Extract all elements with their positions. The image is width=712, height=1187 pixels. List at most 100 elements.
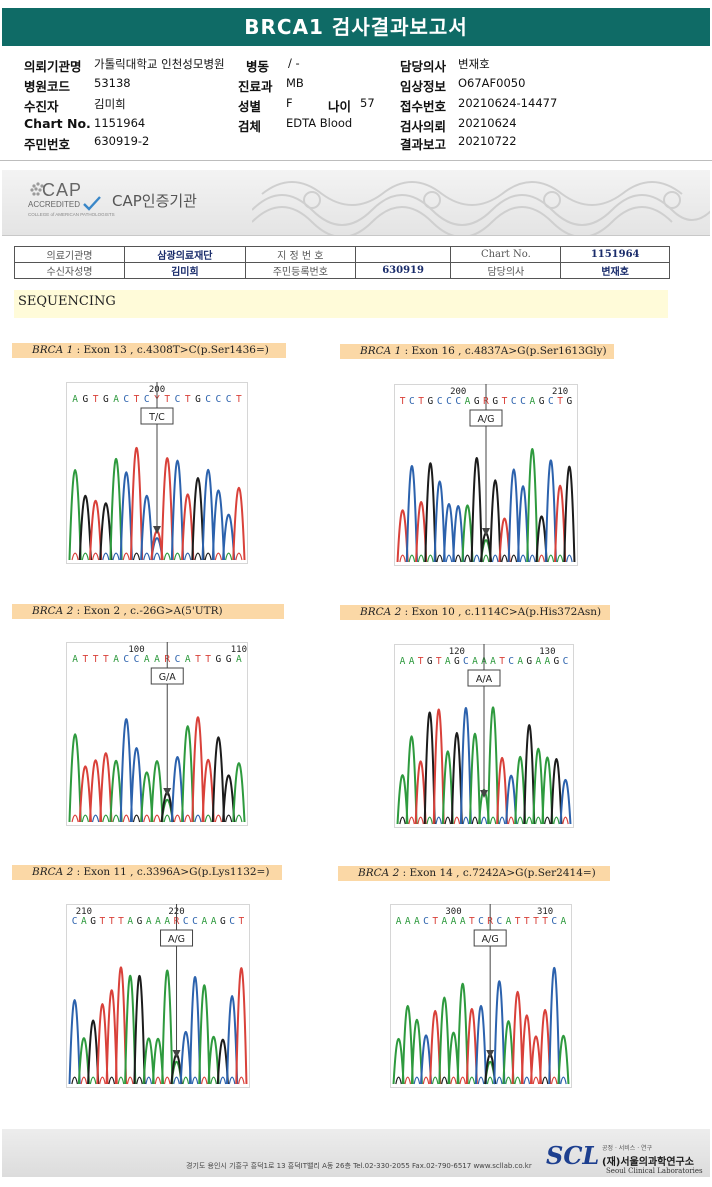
base-letter: C — [496, 916, 502, 927]
base-letter: A — [405, 916, 411, 927]
trace-peak — [539, 1009, 552, 1085]
trace-noise — [422, 1076, 430, 1085]
trace-noise — [566, 554, 573, 563]
trace-peak — [161, 969, 174, 1085]
base-letter: A — [465, 396, 471, 407]
info-key-ward: 병동 — [246, 59, 270, 74]
trace-noise — [219, 1076, 227, 1085]
base-letter: C — [205, 394, 211, 405]
trace-noise — [145, 1076, 153, 1085]
trace-noise — [194, 552, 202, 561]
base-letter: G — [492, 396, 498, 407]
trace-peak — [452, 505, 465, 563]
trace-peak — [68, 998, 81, 1085]
info-key-sex: 성별 — [238, 99, 262, 114]
base-letter: A — [154, 654, 160, 665]
trace-noise — [228, 1076, 236, 1085]
chromatogram-panel: 300310AAACTAAATCRCATTTTCAA/G — [390, 904, 572, 1088]
base-letter: A — [72, 394, 78, 405]
base-letter: A — [72, 654, 78, 665]
trace-peak — [401, 1005, 414, 1085]
base-letter: A — [561, 916, 567, 927]
position-label: 100 — [128, 645, 144, 655]
position-label: 300 — [445, 907, 461, 917]
base-letter: T — [134, 394, 140, 405]
position-label: 210 — [552, 387, 568, 397]
arrow-head-icon — [172, 1050, 181, 1058]
variant-label: BRCA 2 : Exon 11 , c.3396A>G(p.Lys1132=) — [12, 865, 282, 880]
trace-noise — [71, 552, 79, 561]
trace-noise — [435, 816, 443, 825]
base-letter: T — [542, 916, 548, 927]
trace-noise — [153, 814, 161, 823]
variant-desc: : Exon 16 , c.4837A>G(p.Ser1613Gly) — [401, 345, 607, 357]
trace-noise — [431, 1076, 439, 1085]
trace-noise — [532, 1076, 540, 1085]
base-letter: G — [195, 394, 201, 405]
trace-noise — [399, 816, 406, 825]
info-key-patient: 수진자 — [24, 99, 59, 114]
trace-peak — [496, 756, 509, 825]
base-letter: T — [533, 916, 539, 927]
trace-peak — [201, 468, 215, 561]
base-letter: C — [551, 916, 557, 927]
base-letter: A — [442, 916, 448, 927]
trace-peak — [211, 489, 226, 561]
trace-noise — [459, 1076, 467, 1085]
base-letter: C — [134, 654, 140, 665]
base-letter: C — [508, 656, 514, 667]
trace-peak — [487, 706, 500, 825]
trace-peak — [198, 984, 211, 1085]
arrow-head-icon — [163, 788, 172, 796]
trace-peak — [105, 989, 118, 1085]
info-value-department: MB — [286, 76, 304, 90]
base-letter: A — [155, 916, 161, 927]
base-letter: A — [144, 654, 150, 665]
trace-peak — [191, 716, 205, 823]
variant-label: BRCA 2 : Exon 10 , c.1114C>A(p.His372Asn… — [340, 605, 610, 620]
trace-peak — [429, 1010, 442, 1085]
trace-noise — [404, 1076, 412, 1085]
table-cell: 주민등록번호 — [244, 262, 356, 279]
trace-noise — [132, 552, 141, 561]
trace-peak — [222, 774, 236, 823]
gene-name: BRCA 2 — [358, 867, 400, 879]
base-letter: C — [123, 654, 129, 665]
table-cell: 의료기관명 — [14, 246, 125, 263]
info-key-age: 나이 — [328, 99, 352, 114]
base-letter: G — [428, 396, 434, 407]
trace-noise — [464, 554, 471, 563]
base-letter: G — [427, 656, 433, 667]
trace-peak — [432, 708, 445, 825]
scl-name: (재)서울의과학연구소 — [602, 1157, 694, 1168]
trace-noise — [122, 552, 130, 561]
base-letter: T — [502, 396, 508, 407]
base-letter: A — [146, 916, 152, 927]
trace-noise — [184, 552, 192, 561]
trace-peak — [142, 1037, 155, 1085]
cap-logo-text: CAP — [42, 180, 83, 200]
base-letter: T — [418, 656, 424, 667]
base-letter: C — [123, 394, 129, 405]
chromatogram-panel: 200AGTGACTCYTCTGCCCTT/C — [66, 382, 248, 564]
base-letter: A — [113, 654, 119, 665]
trace-peak — [511, 990, 524, 1085]
base-letter: T — [400, 396, 406, 407]
base-letter: A — [409, 656, 415, 667]
base-letter: C — [511, 396, 517, 407]
trace-noise — [426, 816, 433, 825]
trace-peak — [514, 755, 527, 825]
trace-peak — [523, 724, 536, 825]
trace-peak — [465, 1008, 478, 1085]
trace-noise — [163, 1076, 171, 1085]
trace-noise — [399, 554, 406, 563]
table-cell: 수신자성명 — [14, 262, 125, 279]
base-letter: A — [529, 396, 535, 407]
trace-peak — [557, 1034, 570, 1085]
trace-noise — [553, 816, 560, 825]
cap-banner: CAP ACCREDITED COLLEGE of AMERICAN PATHO… — [2, 170, 710, 236]
base-letter: A — [185, 654, 191, 665]
info-key-department: 진료과 — [238, 79, 273, 94]
chromatogram: 200AGTGACTCYTCTGCCCTT/C — [66, 382, 248, 564]
position-label: 200 — [450, 387, 466, 397]
